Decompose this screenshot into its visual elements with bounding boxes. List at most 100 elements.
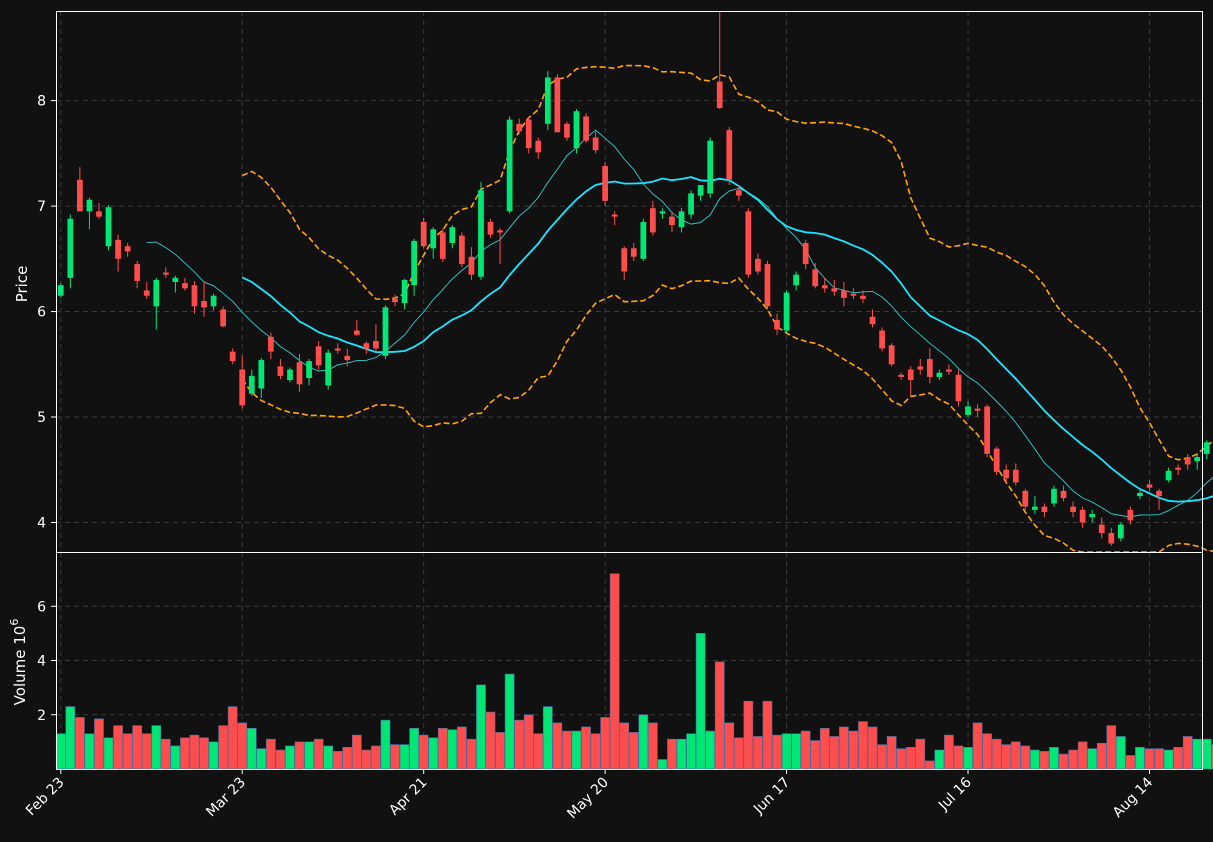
- volume-bar: [743, 700, 754, 770]
- candle: [325, 349, 332, 390]
- candle: [229, 348, 236, 365]
- volume-bar: [84, 733, 95, 770]
- candle: [1175, 464, 1181, 476]
- candle-body: [802, 243, 809, 265]
- candle-body: [134, 264, 141, 281]
- volume-bar: [304, 741, 314, 770]
- candle-body: [201, 301, 207, 308]
- volume-bar: [65, 706, 76, 770]
- volume-bar: [151, 725, 162, 770]
- candle-body: [439, 232, 446, 259]
- candle: [544, 71, 551, 131]
- volume-bar: [963, 746, 973, 770]
- volume-bar: [55, 733, 66, 770]
- volume-tick-label: 6: [37, 599, 46, 615]
- candle: [143, 282, 150, 299]
- candle-body: [296, 362, 303, 385]
- candle-body: [525, 119, 532, 149]
- candle-body: [277, 366, 284, 376]
- volume-bar: [122, 733, 133, 770]
- candle: [850, 288, 857, 299]
- volume-bar: [571, 730, 582, 770]
- candle-body: [420, 221, 427, 247]
- volume-bar: [982, 733, 992, 770]
- candle: [363, 341, 370, 354]
- candle: [67, 214, 74, 289]
- candle-body: [1117, 524, 1124, 539]
- volume-bar: [953, 745, 964, 770]
- volume-bar: [485, 711, 496, 770]
- candle-body: [755, 258, 761, 272]
- candle-body: [449, 227, 456, 244]
- candle: [802, 239, 809, 270]
- volume-bar: [437, 728, 448, 770]
- candle: [583, 113, 589, 143]
- candle: [755, 253, 761, 275]
- volume-axis-label: Volume 106: [8, 619, 29, 706]
- candle-body: [268, 336, 274, 352]
- volume-bar: [648, 722, 658, 770]
- volume-bar: [762, 700, 773, 770]
- candle-body: [1156, 490, 1162, 497]
- candle: [57, 283, 64, 298]
- volume-bar: [466, 738, 477, 770]
- candle: [602, 161, 608, 207]
- candle: [888, 343, 895, 367]
- candle: [306, 359, 312, 386]
- volume-bar: [886, 736, 897, 770]
- candle: [248, 369, 255, 396]
- volume-bar: [1201, 738, 1212, 770]
- volume-bar: [581, 726, 591, 770]
- volume-bar: [447, 729, 458, 770]
- volume-bar: [972, 722, 983, 770]
- candle-body: [1089, 514, 1096, 518]
- volume-bar: [94, 718, 104, 770]
- volume-bar: [523, 714, 534, 770]
- volume-axis-label-text: Volume 10: [11, 626, 29, 706]
- candle: [1032, 496, 1038, 515]
- candle: [831, 279, 838, 296]
- candle-body: [248, 375, 255, 394]
- volume-bar: [418, 734, 429, 770]
- candle-body: [1032, 506, 1038, 510]
- candle: [659, 208, 666, 219]
- candle: [392, 294, 398, 307]
- candle: [153, 277, 160, 330]
- volume-axis-label-exponent: 6: [8, 619, 21, 626]
- candle: [268, 332, 274, 360]
- candle-body: [621, 248, 628, 272]
- candle: [669, 211, 675, 233]
- candle-body: [926, 359, 933, 377]
- volume-bar: [638, 714, 649, 770]
- volume-bar: [924, 760, 935, 770]
- sma-slow-line: [241, 176, 1213, 503]
- volume-bar: [409, 728, 419, 770]
- volume-bar: [160, 738, 171, 770]
- candle: [420, 217, 427, 249]
- candle: [965, 401, 971, 418]
- candle-body: [401, 279, 408, 304]
- candle-body: [554, 77, 561, 133]
- candle-body: [850, 293, 857, 296]
- candle-body: [650, 208, 656, 233]
- volume-bar: [294, 741, 305, 770]
- candle-body: [392, 298, 398, 303]
- candle-body: [764, 264, 771, 307]
- candle-body: [220, 309, 226, 327]
- candle-body: [239, 369, 246, 406]
- candle: [497, 228, 503, 265]
- volume-bar: [609, 573, 620, 770]
- candle: [630, 243, 637, 261]
- volume-bar: [476, 684, 486, 770]
- candle-body: [774, 319, 780, 330]
- volume-bar: [323, 745, 334, 770]
- candle: [96, 202, 102, 219]
- price-tick-label: 5: [37, 410, 46, 426]
- volume-bar: [103, 737, 114, 770]
- candle-body: [783, 292, 790, 331]
- price-tick-label: 6: [37, 305, 46, 321]
- candle-body: [735, 190, 742, 196]
- volume-bar: [714, 661, 725, 770]
- candle: [1060, 485, 1067, 502]
